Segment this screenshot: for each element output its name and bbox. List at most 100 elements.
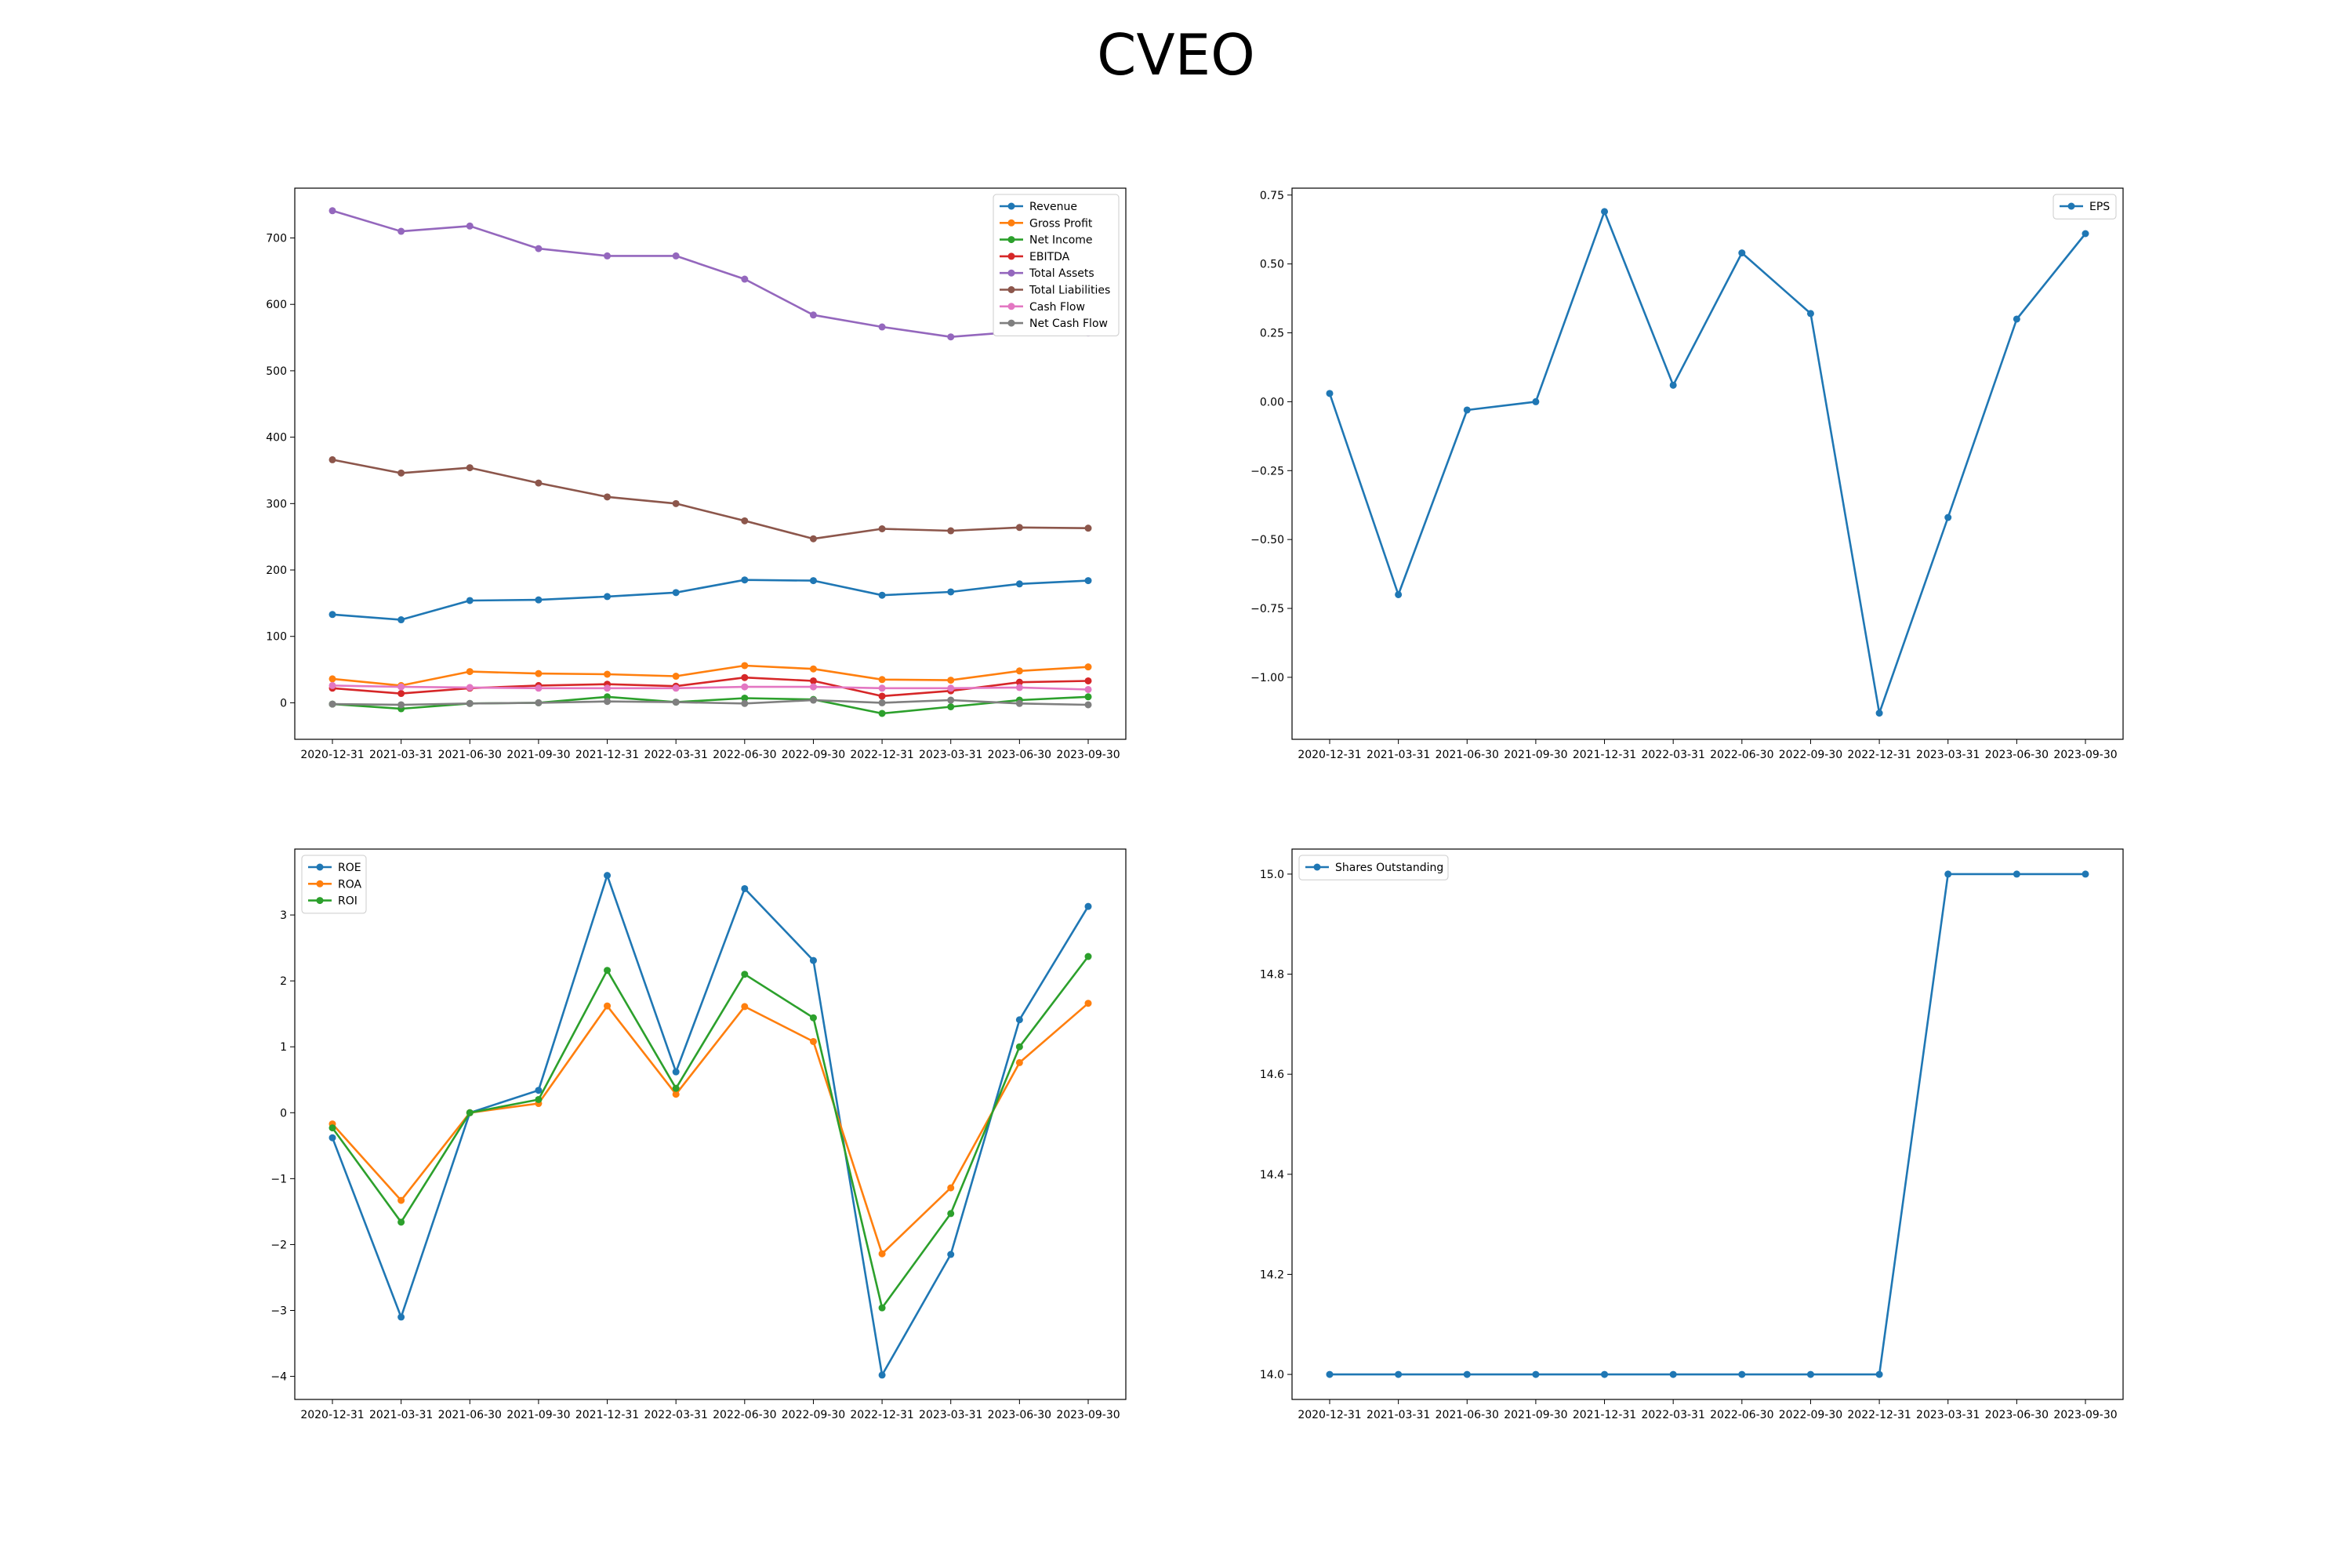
data-point — [1015, 580, 1023, 588]
legend-box — [993, 194, 1120, 336]
legend: ROE ROA ROI — [301, 855, 367, 914]
data-point — [2013, 870, 2020, 878]
legend-marker — [316, 880, 324, 887]
data-point — [1015, 524, 1023, 532]
y-tick-label: −2 — [270, 1239, 287, 1251]
legend-label: ROE — [338, 862, 361, 874]
x-tick-label: 2022-09-30 — [782, 1409, 845, 1421]
y-tick-label: 14.2 — [1260, 1269, 1284, 1281]
chart-ratios: 2020-12-31 2021-03-31 2021-06-30 2021-09-30… — [270, 848, 1127, 1421]
data-point — [2082, 230, 2089, 238]
data-point — [1395, 1370, 1403, 1378]
data-point — [947, 1210, 955, 1218]
data-point — [672, 589, 680, 597]
x-tick-label: 2022-12-31 — [1847, 1409, 1911, 1421]
data-point — [1669, 381, 1677, 389]
data-point — [741, 275, 749, 283]
data-point — [1084, 701, 1092, 709]
series-line — [332, 695, 1089, 715]
data-point — [878, 525, 886, 533]
data-point — [947, 588, 955, 596]
data-point — [672, 684, 680, 692]
legend: Revenue Gross Profit Net Income EBITDA Total… — [993, 194, 1120, 336]
x-tick-label: 2022-06-30 — [1710, 749, 1773, 761]
legend-label: Gross Profit — [1029, 217, 1093, 230]
data-point — [1532, 397, 1540, 405]
x-tick-label: 2023-03-31 — [919, 749, 982, 761]
x-tick-label: 2021-09-30 — [1504, 1409, 1567, 1421]
data-point — [947, 702, 955, 710]
x-tick-label: 2022-09-30 — [782, 749, 845, 761]
data-point — [1738, 249, 1746, 257]
data-point — [535, 1087, 543, 1094]
data-point — [466, 597, 474, 604]
legend-marker — [1313, 863, 1321, 871]
data-point — [1015, 1043, 1023, 1051]
data-point — [1944, 514, 1952, 521]
data-point — [878, 1371, 886, 1379]
y-tick-label: −4 — [270, 1371, 287, 1384]
data-point — [604, 593, 612, 601]
data-point — [397, 1313, 405, 1321]
legend-label: Total Assets — [1029, 267, 1094, 280]
data-point — [328, 675, 336, 683]
y-tick-label: 300 — [266, 498, 287, 510]
x-tick-label: 2021-06-30 — [438, 749, 502, 761]
y-tick-label: 2 — [280, 975, 287, 988]
y-tick-label: 0.25 — [1260, 328, 1284, 340]
x-tick-label: 2021-03-31 — [1367, 749, 1430, 761]
chart-shares: 2020-12-31 2021-03-31 2021-06-30 2021-09-30… — [1260, 848, 2124, 1421]
data-point — [328, 700, 336, 708]
legend-label: Revenue — [1029, 201, 1077, 213]
data-point — [672, 673, 680, 681]
legend-marker — [1007, 236, 1015, 244]
data-point — [947, 1250, 955, 1258]
data-point — [947, 1184, 955, 1192]
data-point — [1806, 310, 1814, 318]
data-point — [1395, 590, 1403, 598]
data-point — [672, 1068, 680, 1076]
x-tick-label: 2022-03-31 — [644, 1409, 707, 1421]
data-point — [878, 692, 886, 700]
data-point — [809, 577, 817, 585]
data-point — [604, 1002, 612, 1010]
data-point — [397, 1196, 405, 1204]
data-point — [466, 684, 474, 691]
x-tick-label: 2022-12-31 — [850, 749, 913, 761]
plot-area — [294, 187, 1127, 740]
data-point — [1669, 1370, 1677, 1378]
data-point — [1601, 1370, 1609, 1378]
data-point — [947, 527, 955, 535]
data-point — [741, 694, 749, 702]
data-point — [1084, 953, 1092, 960]
plot-area — [1291, 187, 2124, 740]
data-point — [1084, 902, 1092, 910]
x-tick-label: 2021-06-30 — [438, 1409, 502, 1421]
legend-marker — [1007, 319, 1015, 327]
data-point — [328, 456, 336, 463]
data-point — [397, 701, 405, 709]
y-tick-label: 14.6 — [1260, 1069, 1284, 1081]
y-tick-label: 14.0 — [1260, 1369, 1284, 1381]
data-point — [1084, 685, 1092, 693]
data-point — [535, 596, 543, 604]
y-tick-label: 15.0 — [1260, 869, 1284, 881]
x-tick-label: 2022-06-30 — [713, 1409, 776, 1421]
series-line — [332, 1002, 1089, 1255]
x-tick-label: 2021-12-31 — [575, 1409, 639, 1421]
x-tick-label: 2022-03-31 — [1641, 749, 1704, 761]
x-tick-label: 2023-09-30 — [2053, 749, 2117, 761]
data-point — [741, 517, 749, 524]
x-tick-label: 2023-09-30 — [1056, 1409, 1120, 1421]
data-point — [1015, 1058, 1023, 1066]
x-tick-label: 2021-12-31 — [575, 749, 639, 761]
legend-marker — [2067, 202, 2075, 210]
x-tick-label: 2021-03-31 — [369, 1409, 433, 1421]
data-point — [741, 699, 749, 707]
x-tick-label: 2021-09-30 — [506, 749, 570, 761]
legend-marker — [1007, 286, 1015, 293]
data-point — [1806, 1370, 1814, 1378]
series-line — [332, 699, 1089, 706]
data-point — [878, 323, 886, 331]
data-point — [878, 1250, 886, 1258]
